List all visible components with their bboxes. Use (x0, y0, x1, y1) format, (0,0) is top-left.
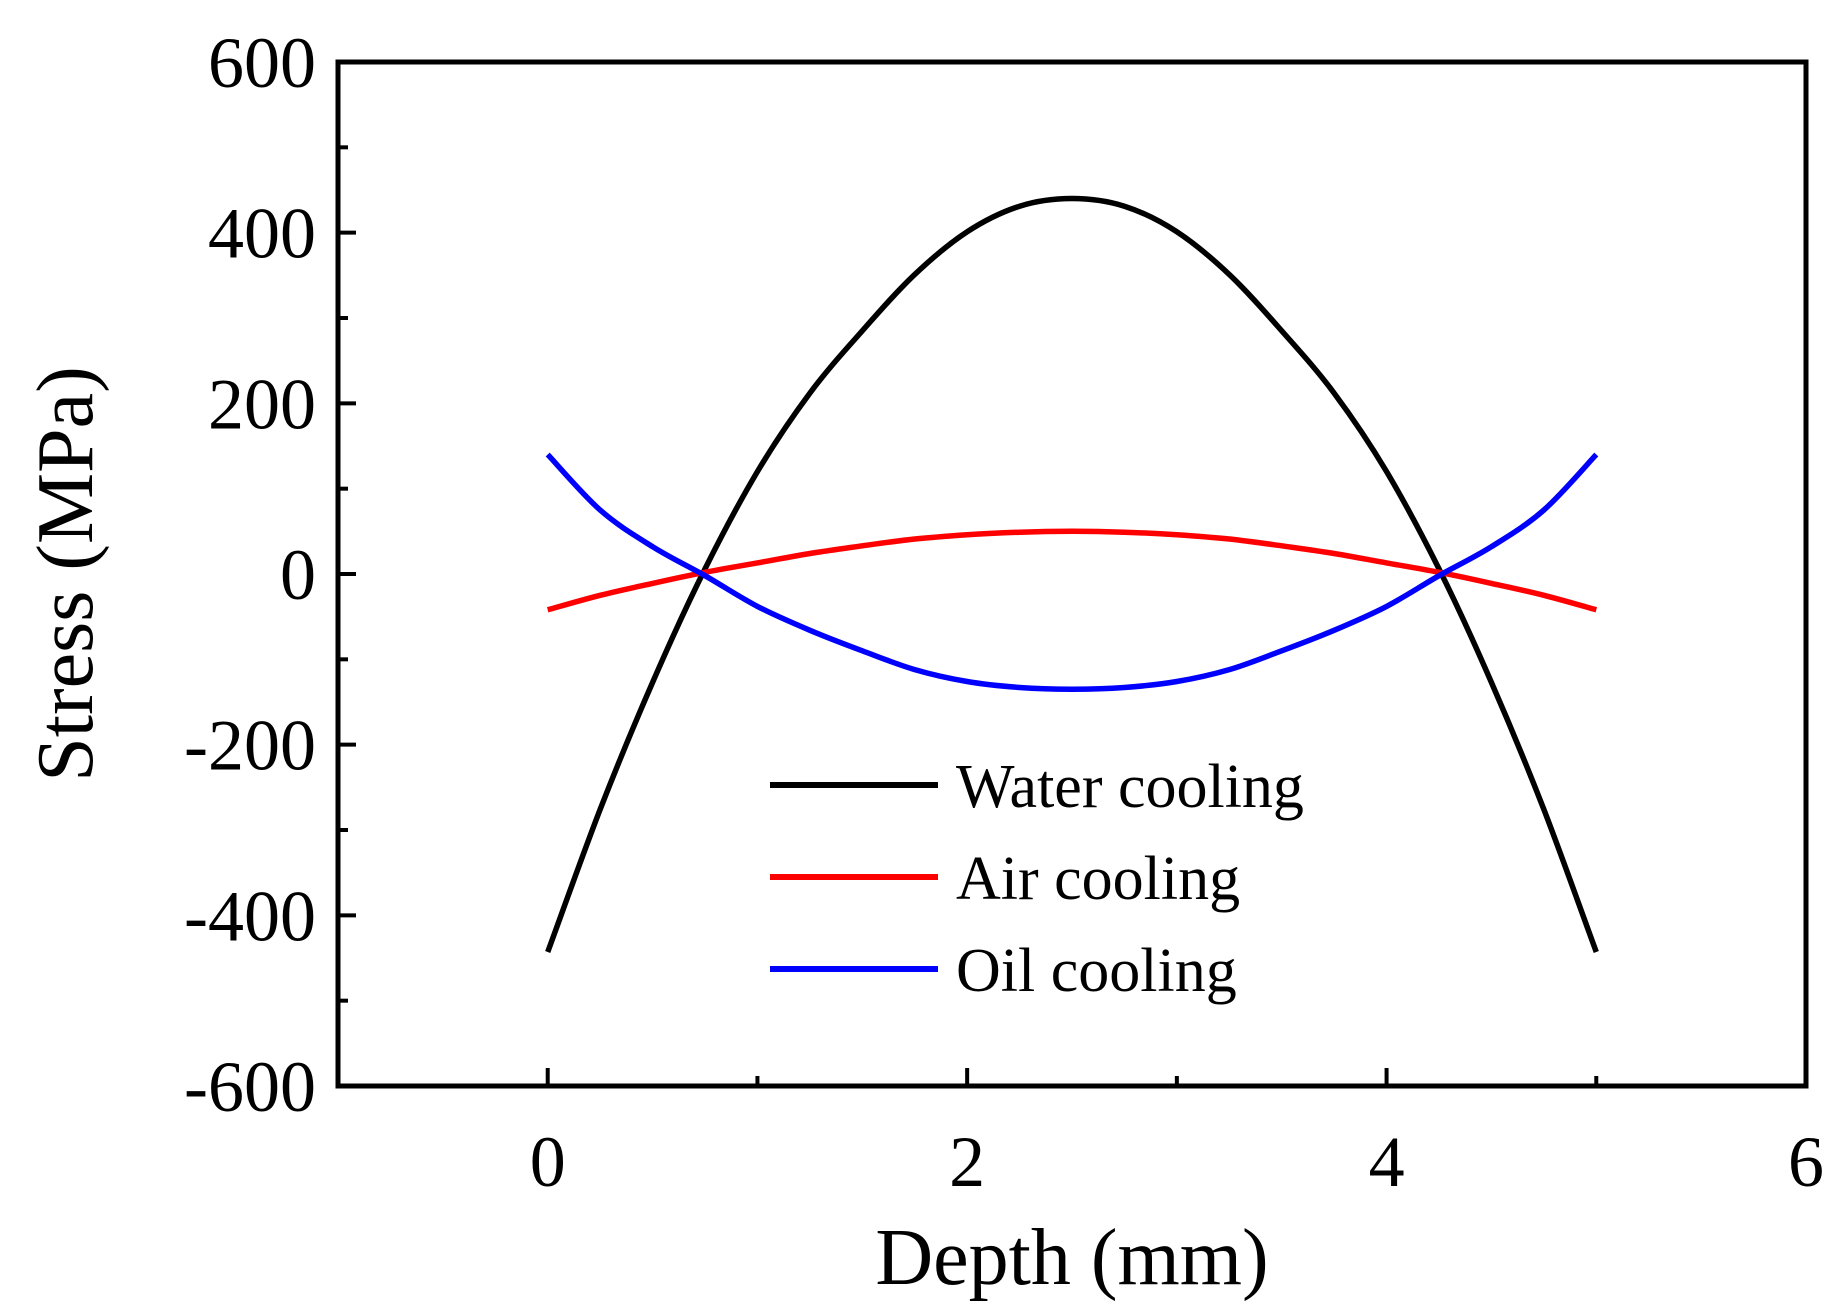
y-axis-title: Stress (MPa) (22, 366, 110, 782)
series-line-air-cooling (546, 528, 1598, 613)
x-tick-label: 4 (1369, 1122, 1405, 1202)
legend-label-water-cooling: Water cooling (956, 753, 1304, 821)
plot-frame (335, 59, 1809, 1089)
x-axis-title: Depth (mm) (875, 1214, 1268, 1302)
x-tick-label: 2 (949, 1122, 985, 1202)
data-series (545, 195, 1599, 953)
y-tick-label: 200 (208, 364, 316, 444)
series-line-water-cooling (545, 195, 1599, 953)
y-tick-label: 0 (280, 535, 316, 615)
y-tick-label: -200 (184, 706, 316, 786)
series-line-oil-cooling (545, 452, 1599, 692)
y-tick-label: 400 (208, 194, 316, 274)
axis-ticks (336, 60, 1808, 1088)
y-tick-label: 600 (208, 23, 316, 103)
legend: Water cooling Air cooling Oil cooling (770, 753, 1304, 1005)
x-tick-label: 6 (1788, 1122, 1824, 1202)
y-tick-label: -600 (184, 1047, 316, 1127)
legend-label-oil-cooling: Oil cooling (956, 937, 1237, 1005)
axis-tick-labels: 0 2 4 6 -600 -400 -200 0 200 400 600 (184, 23, 1824, 1202)
y-tick-label: -400 (184, 876, 316, 956)
legend-label-air-cooling: Air cooling (956, 845, 1240, 913)
x-tick-label: 0 (530, 1122, 566, 1202)
